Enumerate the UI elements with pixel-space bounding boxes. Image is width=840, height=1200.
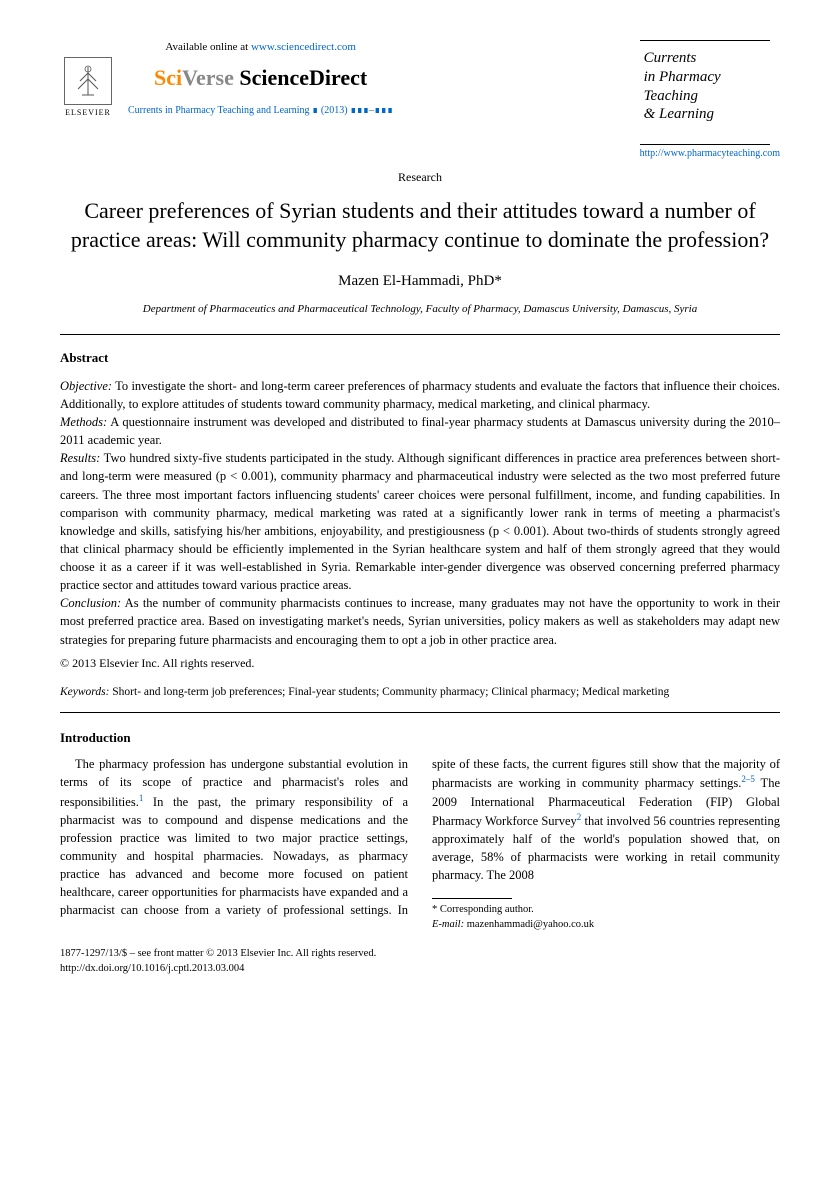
issn-line: 1877-1297/13/$ – see front matter © 2013… [60,947,780,962]
journal-box-line4: & Learning [644,105,766,124]
email-label: E-mail: [432,919,467,930]
introduction-body: The pharmacy profession has undergone su… [60,755,780,933]
results-text: Two hundred sixty-five students particip… [60,451,780,592]
keywords-text: Short- and long-term job preferences; Fi… [109,686,669,698]
header-row: ELSEVIER Available online at www.science… [60,40,780,161]
keywords-label: Keywords: [60,686,109,698]
methods-label: Methods: [60,415,107,429]
journal-title-box: Currents in Pharmacy Teaching & Learning [640,40,770,145]
abstract-results: Results: Two hundred sixty-five students… [60,449,780,594]
abstract-conclusion: Conclusion: As the number of community p… [60,594,780,648]
article-type: Research [60,169,780,186]
elsevier-tree-icon [64,57,112,105]
header-center: Available online at www.sciencedirect.co… [128,40,393,118]
results-label: Results: [60,451,100,465]
objective-label: Objective: [60,379,112,393]
journal-reference: Currents in Pharmacy Teaching and Learni… [128,104,393,118]
header-right: Currents in Pharmacy Teaching & Learning… [640,40,780,161]
introduction-heading: Introduction [60,729,780,747]
journal-box-line3: Teaching [644,87,766,106]
sciverse-brand: SciVerse ScienceDirect [128,63,393,94]
conclusion-text: As the number of community pharmacists c… [60,596,780,646]
citation-ref[interactable]: 2–5 [741,774,755,784]
available-text: Available online at [165,41,251,53]
abstract-body: Objective: To investigate the short- and… [60,377,780,672]
sciencedirect-link[interactable]: www.sciencedirect.com [251,41,356,53]
available-online: Available online at www.sciencedirect.co… [128,40,393,55]
journal-box-line2: in Pharmacy [644,68,766,87]
keywords: Keywords: Short- and long-term job prefe… [60,684,780,700]
brand-verse: Verse [182,65,239,90]
header-left: ELSEVIER Available online at www.science… [60,40,393,118]
email-address[interactable]: mazenhammadi@yahoo.co.uk [467,919,594,930]
journal-homepage-link[interactable]: http://www.pharmacyteaching.com [640,147,780,161]
author-affiliation: Department of Pharmaceutics and Pharmace… [60,302,780,317]
footnote-block: * Corresponding author. E-mail: mazenham… [432,898,780,932]
divider [60,712,780,713]
brand-sci: Sci [154,65,182,90]
footnote-separator [432,898,512,899]
conclusion-label: Conclusion: [60,596,121,610]
abstract-objective: Objective: To investigate the short- and… [60,377,780,413]
copyright-line: © 2013 Elsevier Inc. All rights reserved… [60,655,780,672]
brand-sciencedirect: ScienceDirect [239,65,367,90]
methods-text: A questionnaire instrument was developed… [60,415,780,447]
elsevier-logo: ELSEVIER [60,56,116,118]
abstract-heading: Abstract [60,349,780,367]
journal-box-line1: Currents [644,49,766,68]
divider [60,334,780,335]
abstract-methods: Methods: A questionnaire instrument was … [60,413,780,449]
objective-text: To investigate the short- and long-term … [60,379,780,411]
elsevier-label: ELSEVIER [65,107,111,118]
author-email: E-mail: mazenhammadi@yahoo.co.uk [432,918,780,933]
corresponding-author: * Corresponding author. [432,903,780,918]
author-list: Mazen El-Hammadi, PhD* [60,271,780,292]
article-title: Career preferences of Syrian students an… [60,196,780,255]
doi-link[interactable]: http://dx.doi.org/10.1016/j.cptl.2013.03… [60,962,780,977]
page-footer: 1877-1297/13/$ – see front matter © 2013… [60,947,780,976]
